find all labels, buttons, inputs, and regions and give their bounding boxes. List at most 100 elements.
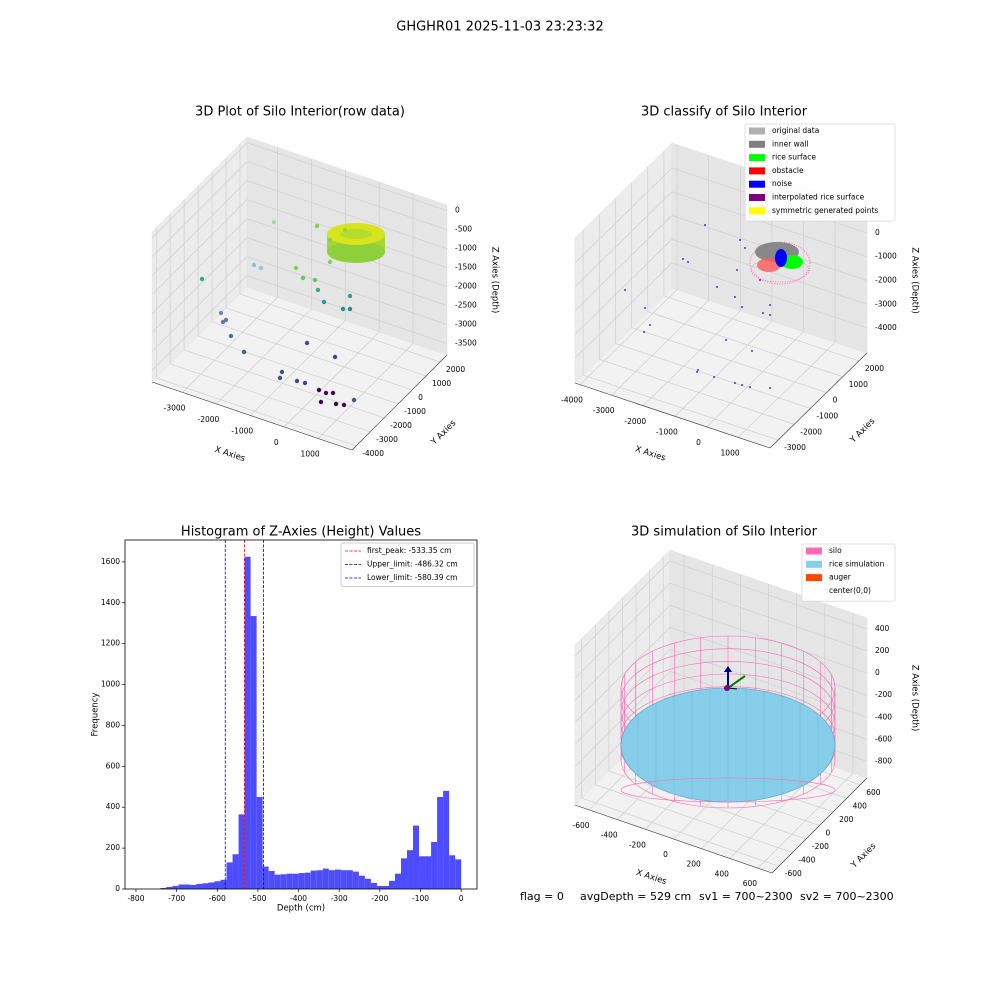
raw-point bbox=[293, 265, 299, 271]
bar bbox=[232, 854, 239, 889]
ring-bottom bbox=[327, 241, 385, 263]
x-tick-label: -400 bbox=[290, 894, 307, 903]
y-tick-label: 2000 bbox=[865, 364, 884, 373]
z-tick-label: -1500 bbox=[455, 263, 477, 272]
y-grid-line bbox=[581, 797, 779, 867]
noise-point bbox=[649, 324, 651, 326]
z-tick-label: -400 bbox=[875, 712, 892, 721]
raw-point bbox=[300, 275, 306, 281]
raw-point bbox=[330, 390, 336, 396]
z-axis-label: Z Axies (Depth) bbox=[490, 247, 500, 314]
bar bbox=[250, 616, 257, 889]
y-grid-line bbox=[608, 770, 807, 840]
raw-point bbox=[351, 397, 357, 403]
raw-point bbox=[321, 299, 327, 305]
status-sv2: sv2 = 700~2300 bbox=[800, 890, 894, 903]
noise-point bbox=[744, 247, 746, 249]
y-tick-label: 1600 bbox=[101, 557, 120, 566]
bar bbox=[202, 883, 209, 889]
z-grid-line bbox=[151, 142, 248, 238]
bar bbox=[394, 873, 401, 889]
z-grid-line bbox=[574, 215, 673, 311]
bar bbox=[298, 873, 305, 889]
legend-swatch bbox=[749, 167, 765, 175]
legend-label: auger bbox=[829, 573, 852, 582]
x-tick-label: 0 bbox=[274, 438, 279, 447]
x-grid-line bbox=[250, 320, 346, 416]
raw-point bbox=[271, 219, 277, 225]
noise-point bbox=[769, 304, 771, 306]
auger-arm bbox=[727, 675, 746, 689]
x-tick-label: 0 bbox=[663, 850, 668, 859]
z-grid-line bbox=[669, 560, 868, 630]
raw-point bbox=[199, 276, 205, 282]
bar bbox=[304, 872, 311, 889]
bar bbox=[172, 885, 179, 889]
y-tick-label: -400 bbox=[798, 856, 815, 865]
x-tick-label: 1000 bbox=[301, 449, 320, 458]
bar bbox=[214, 881, 221, 889]
raw-point bbox=[218, 310, 224, 316]
bar bbox=[455, 859, 462, 889]
y-tick-label: 0 bbox=[115, 884, 120, 893]
y-grid-line bbox=[239, 293, 441, 363]
z-grid-line bbox=[151, 237, 248, 333]
z-tick-label: -200 bbox=[875, 690, 892, 699]
x-tick-label: -400 bbox=[601, 831, 618, 840]
bar bbox=[196, 883, 203, 889]
bar bbox=[352, 871, 359, 889]
raw-point bbox=[302, 380, 308, 386]
x-grid-line bbox=[643, 310, 741, 407]
classified-cloud bbox=[749, 241, 811, 285]
legend-label: noise bbox=[772, 179, 792, 188]
legend-label: center(0,0) bbox=[829, 586, 871, 595]
y-tick-label: 1000 bbox=[101, 680, 120, 689]
x-tick-label: -4000 bbox=[561, 396, 583, 405]
center-mark bbox=[724, 685, 730, 691]
x-grid-line bbox=[182, 297, 278, 393]
y-tick-label: 1200 bbox=[101, 639, 120, 648]
bar bbox=[328, 870, 335, 889]
x-tick-label: 0 bbox=[696, 438, 701, 447]
z-grid-line bbox=[151, 199, 248, 295]
noise-point bbox=[734, 382, 736, 384]
bar bbox=[238, 814, 245, 889]
x-grid-line bbox=[579, 289, 678, 385]
legend-box bbox=[801, 543, 896, 602]
raw-point bbox=[220, 319, 226, 325]
y-tick-label: 600 bbox=[106, 761, 121, 770]
legend-label: first_peak: -533.35 cm bbox=[367, 546, 451, 555]
z-grid-line bbox=[246, 275, 448, 344]
panel-title: 3D simulation of Silo Interior bbox=[631, 525, 818, 540]
plot-frame bbox=[124, 539, 478, 890]
noise-point bbox=[696, 371, 698, 373]
x-tick-label: -2000 bbox=[624, 417, 646, 426]
z-tick-label: -2500 bbox=[455, 301, 477, 310]
x-tick-label: -1000 bbox=[231, 426, 253, 435]
y-tick-label: 400 bbox=[853, 801, 868, 810]
bar bbox=[286, 873, 293, 889]
y-tick-label: 200 bbox=[106, 843, 121, 852]
bar bbox=[364, 878, 371, 889]
z-axis-label: Z Axies (Depth) bbox=[910, 247, 920, 314]
raw-point bbox=[258, 265, 264, 271]
legend-swatch bbox=[749, 140, 765, 148]
x-axis-line bbox=[574, 804, 773, 874]
y-grid-line bbox=[615, 343, 811, 409]
bar bbox=[370, 882, 377, 889]
legend-label: original data bbox=[772, 126, 819, 135]
y-grid-line bbox=[582, 374, 779, 441]
noise-point bbox=[741, 384, 743, 386]
y-grid-line bbox=[211, 321, 413, 391]
z-grid-line bbox=[151, 180, 248, 276]
y-axis-line bbox=[771, 777, 868, 874]
legend-label: Upper_limit: -486.32 cm bbox=[367, 560, 458, 569]
y-tick-label: 200 bbox=[839, 815, 854, 824]
x-grid-line bbox=[737, 342, 836, 438]
x-tick-label: 600 bbox=[743, 879, 758, 888]
bar bbox=[382, 885, 389, 889]
legend-label: Lower_limit: -580.39 cm bbox=[367, 573, 457, 582]
legend-swatch bbox=[806, 560, 822, 568]
noise-point bbox=[734, 296, 736, 298]
bar bbox=[184, 884, 191, 889]
